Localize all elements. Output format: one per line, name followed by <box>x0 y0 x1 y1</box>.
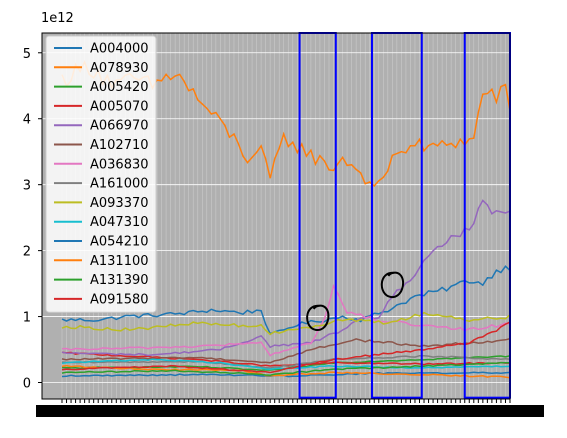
legend: A004000 A078930 A005420 A005070 A066970 A1027… <box>45 35 157 313</box>
y-tick-label: 0 <box>23 377 31 392</box>
x-axis <box>36 399 544 417</box>
series-line-A066970 <box>61 199 510 357</box>
legend-label: A131100 <box>90 254 149 269</box>
annotation-circles <box>306 271 404 331</box>
y-offset-label: 1e12 <box>41 11 74 26</box>
series-line-A004000 <box>61 265 510 335</box>
legend-label: A131390 <box>90 273 149 288</box>
series-line-A131390 <box>61 361 510 376</box>
legend-label: A066970 <box>90 119 149 134</box>
legend-label: A161000 <box>90 177 149 192</box>
series-line-A036830 <box>61 283 510 357</box>
legend-label: A005070 <box>90 99 149 114</box>
series-line-A093370 <box>61 311 510 336</box>
annotation-circle-2 <box>380 271 404 298</box>
annotation-circle-1 <box>306 304 330 331</box>
legend-label: A102710 <box>90 138 149 153</box>
y-tick-label: 4 <box>23 113 31 128</box>
series-line-A091580 <box>61 321 510 374</box>
series-line-A131100 <box>61 364 510 379</box>
series-line-A054210 <box>61 371 510 378</box>
axes-frame <box>41 32 511 400</box>
legend-label: A078930 <box>90 61 149 76</box>
legend-label: A005420 <box>90 80 149 95</box>
legend-label: A091580 <box>90 292 149 307</box>
y-tick-label: 1 <box>23 311 31 326</box>
x-tick-labels-overlap <box>36 405 544 417</box>
legend-label: A093370 <box>90 196 149 211</box>
series-line-A102710 <box>61 337 510 364</box>
y-axis: 0 1 2 3 4 5 <box>23 47 42 392</box>
y-tick-label: 2 <box>23 245 31 260</box>
legend-label: A054210 <box>90 235 149 250</box>
legend-label: A047310 <box>90 215 149 230</box>
legend-label: A004000 <box>90 42 149 57</box>
y-tick-label: 5 <box>23 47 31 62</box>
y-tick-label: 3 <box>23 179 31 194</box>
series-lines <box>61 60 510 379</box>
legend-box <box>45 35 157 313</box>
series-line-A161000 <box>61 354 510 369</box>
legend-label: A036830 <box>90 157 149 172</box>
